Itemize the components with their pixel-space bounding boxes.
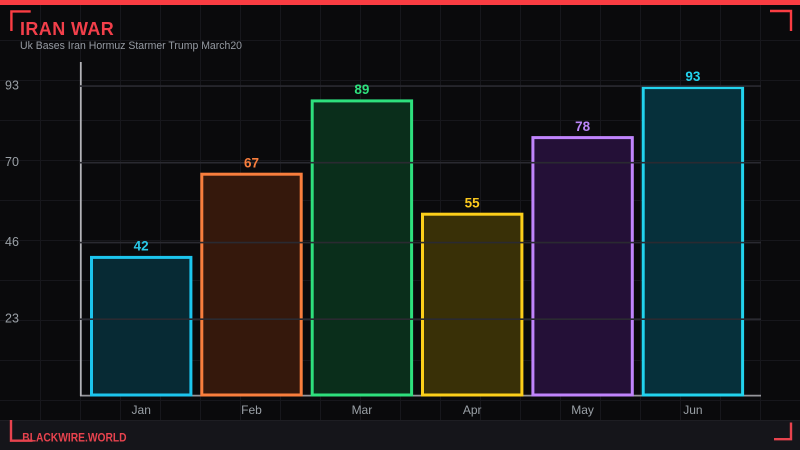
svg-text:67: 67 [244,156,259,171]
svg-text:BLACKWIRE.WORLD: BLACKWIRE.WORLD [22,431,127,445]
svg-text:93: 93 [5,78,19,92]
svg-text:93: 93 [685,69,701,84]
svg-text:70: 70 [5,155,19,169]
svg-text:55: 55 [465,196,481,211]
svg-text:46: 46 [5,235,19,249]
svg-text:Mar: Mar [352,403,373,417]
svg-text:23: 23 [5,312,19,326]
svg-text:Apr: Apr [463,403,482,417]
svg-text:Jun: Jun [683,403,702,417]
svg-text:May: May [571,403,594,417]
svg-text:Feb: Feb [241,403,262,417]
svg-text:78: 78 [575,119,591,134]
svg-text:IRAN WAR: IRAN WAR [20,19,114,39]
svg-text:Jan: Jan [132,403,151,417]
svg-text:Uk Bases Iran Hormuz Starmer T: Uk Bases Iran Hormuz Starmer Trump March… [20,40,242,52]
svg-text:89: 89 [354,82,369,97]
svg-text:42: 42 [134,239,149,254]
